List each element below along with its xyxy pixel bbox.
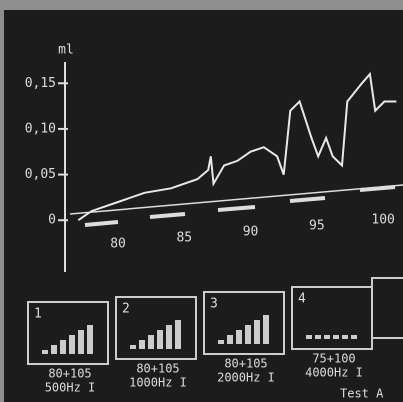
y-tick-label: 0,15 (25, 76, 56, 91)
panel-frequency: 1000Hz I (129, 376, 187, 390)
panel-range: 80+105 (224, 357, 267, 371)
y-tick-label: 0,05 (25, 167, 56, 182)
panel-number: 3 (210, 297, 218, 312)
baseline-dashes (84, 185, 396, 227)
x-axis (69, 184, 403, 215)
footer: Test A (340, 387, 384, 401)
data-line (77, 71, 397, 222)
x-tick-label: 100 (371, 213, 394, 228)
panel-icon-bar (130, 345, 136, 349)
panel-frequency: 4000Hz I (305, 366, 363, 380)
panel-icon-bar (175, 320, 181, 349)
panel-icon-bar (60, 340, 66, 354)
panel-number: 1 (34, 307, 42, 322)
panel-icon-bar (315, 335, 321, 339)
y-axis-label: ml (58, 43, 74, 58)
panel-box (203, 291, 285, 355)
panel-icon-bar (42, 350, 48, 354)
y-tick-label: 0 (48, 213, 56, 228)
panel-icon-bar (78, 330, 84, 354)
panel-frequency: 2000Hz I (217, 371, 275, 385)
panel-icon-bar (227, 335, 233, 344)
panel-number: 2 (122, 302, 130, 317)
panel-icon-bar (69, 335, 75, 354)
panel-icon-bar (166, 325, 172, 349)
panel-icon-bar (306, 335, 312, 339)
y-tick-label: 0,10 (25, 121, 56, 136)
panel-icon-bar (218, 340, 224, 344)
panel-range: 80+105 (48, 367, 91, 381)
panel-icon-bar (324, 335, 330, 339)
panel-range: 75+100 (312, 352, 355, 366)
panel-icon-bar (236, 330, 242, 344)
x-tick-label: 90 (243, 225, 259, 240)
x-tick-label: 95 (309, 219, 325, 234)
panel-icon-bar (139, 340, 145, 349)
panel-icon-bar (254, 320, 260, 344)
panel-icon-bar (351, 335, 357, 339)
panel-icon-bar (245, 325, 251, 344)
panel-box (371, 277, 403, 339)
panel-icon-bar (333, 335, 339, 339)
panel-icon-bar (342, 335, 348, 339)
panel-icon-bar (87, 325, 93, 354)
panel-icon-bar (263, 315, 269, 344)
panel-icon-bar (148, 335, 154, 349)
x-tick-label: 80 (110, 236, 126, 251)
panel-box (27, 301, 109, 365)
panel-range: 80+105 (136, 362, 179, 376)
panel-icon-bar (157, 330, 163, 349)
panel-number: 4 (298, 292, 306, 307)
panel-icon-bar (51, 345, 57, 354)
panel-frequency: 500Hz I (45, 381, 96, 395)
panel-box (115, 296, 197, 360)
x-tick-label: 85 (176, 231, 192, 246)
